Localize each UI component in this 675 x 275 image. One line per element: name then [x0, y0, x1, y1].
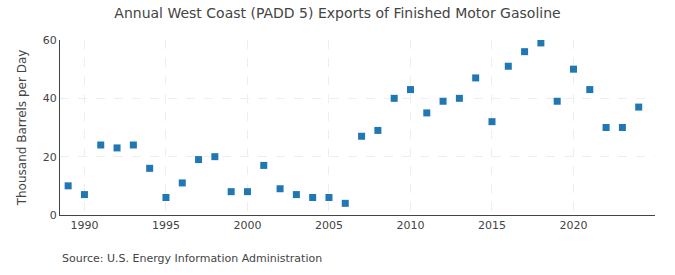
svg-text:2020: 2020 [559, 219, 587, 232]
svg-text:1995: 1995 [152, 219, 180, 232]
svg-text:2000: 2000 [233, 219, 261, 232]
svg-text:40: 40 [43, 92, 57, 105]
svg-text:2010: 2010 [396, 219, 424, 232]
svg-text:2015: 2015 [478, 219, 506, 232]
svg-text:0: 0 [50, 209, 57, 222]
svg-text:60: 60 [43, 34, 57, 47]
svg-text:1990: 1990 [70, 219, 98, 232]
svg-text:Annual West Coast (PADD 5) Exp: Annual West Coast (PADD 5) Exports of Fi… [114, 5, 560, 21]
svg-text:Thousand Barrels per Day: Thousand Barrels per Day [15, 50, 29, 207]
svg-text:2005: 2005 [315, 219, 343, 232]
svg-text:Source: U.S. Energy Informatio: Source: U.S. Energy Information Administ… [62, 252, 322, 265]
svg-text:20: 20 [43, 151, 57, 164]
